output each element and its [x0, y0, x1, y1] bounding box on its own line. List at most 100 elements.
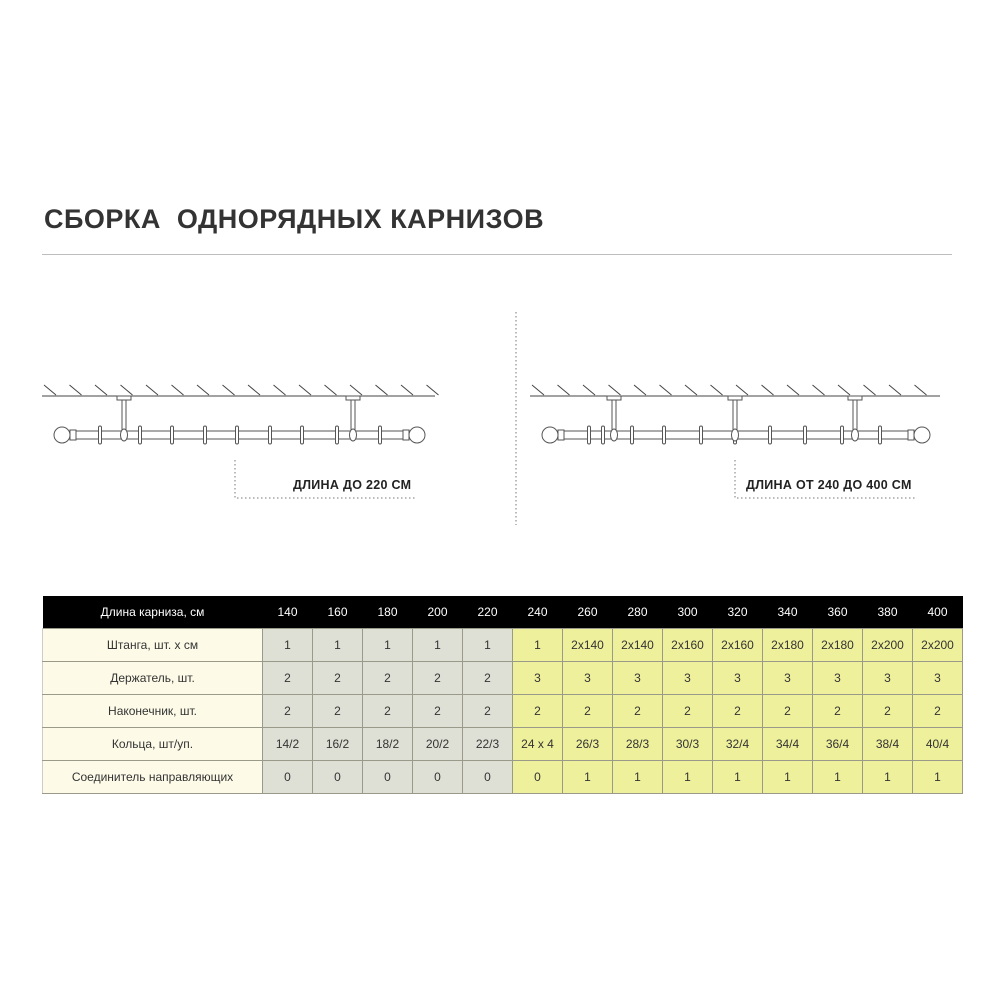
table-cell: 2 [262, 661, 313, 695]
left-ceiling-hatch [69, 384, 82, 396]
table-cell: 3 [662, 661, 713, 695]
table-cell: 2 [262, 694, 313, 728]
left-ring [378, 425, 382, 445]
header-length: 340 [762, 596, 813, 629]
cornice-diagrams [42, 312, 940, 525]
right-holder-stem [611, 399, 617, 432]
left-holder-base [345, 395, 361, 401]
table-cell: 36/4 [812, 727, 863, 761]
table-cell: 16/2 [312, 727, 363, 761]
table-cell: 3 [512, 661, 563, 695]
left-holder-clamp [120, 428, 128, 442]
left-finial-cap [69, 429, 77, 441]
right-dimension-bracket [734, 460, 915, 499]
table-cell: 2x140 [612, 628, 663, 662]
header-length: 160 [312, 596, 363, 629]
table-cell: 1 [312, 628, 363, 662]
left-ring [203, 425, 207, 445]
table-cell: 2 [362, 661, 413, 695]
table-cell: 1 [362, 628, 413, 662]
header-length: 320 [712, 596, 763, 629]
right-finial-right [913, 426, 931, 444]
left-ring [138, 425, 142, 445]
left-ring [98, 425, 102, 445]
table-cell: 1 [862, 760, 913, 794]
left-ceiling-hatch [400, 384, 414, 396]
left-ceiling-hatch [120, 384, 133, 396]
table-cell: 2 [312, 661, 363, 695]
left-ceiling-hatch [273, 384, 286, 396]
table-cell: 40/4 [912, 727, 963, 761]
assembly-table: Длина карниза, см 140 160 180 200 220 240 260 2… [42, 596, 963, 794]
title-divider [42, 254, 952, 255]
right-ceiling-hatch [531, 384, 545, 396]
table-cell: 1 [562, 760, 613, 794]
right-holder-stem [732, 399, 738, 432]
table-cell: 0 [312, 760, 363, 794]
table-cell: 26/3 [562, 727, 613, 761]
right-ceiling-hatch [582, 384, 596, 396]
table-cell: 0 [412, 760, 463, 794]
right-ceiling-hatch [557, 384, 570, 396]
right-ceiling-hatch [684, 384, 698, 396]
table-cell: 2 [912, 694, 963, 728]
right-ring [840, 425, 844, 445]
table-cell: 1 [262, 628, 313, 662]
left-ceiling-hatch [196, 384, 210, 396]
right-ring [587, 425, 591, 445]
table-cell: 2 [812, 694, 863, 728]
table-cell: 24 x 4 [512, 727, 563, 761]
table-cell: 1 [812, 760, 863, 794]
table-cell: 28/3 [612, 727, 663, 761]
table-cell: 2 [412, 694, 463, 728]
table-cell: 2 [362, 694, 413, 728]
table-cell: 1 [762, 760, 813, 794]
page-title: СБОРКА ОДНОРЯДНЫХ КАРНИЗОВ [44, 204, 545, 234]
table-cell: 3 [862, 661, 913, 695]
right-ceiling-hatch [863, 384, 876, 396]
left-ceiling-hatch [349, 384, 363, 396]
left-ceiling-hatch [375, 384, 388, 396]
header-length: 140 [262, 596, 313, 629]
table-cell: 0 [512, 760, 563, 794]
table-cell: 3 [562, 661, 613, 695]
table-cell: 18/2 [362, 727, 413, 761]
table-row: Соединитель направляющих 0 0 0 0 0 0 1 1 1 1 1 1 1 1 [42, 760, 963, 794]
right-holder-base [847, 395, 863, 401]
table-header-row: Длина карниза, см 140 160 180 200 220 240 260 2… [42, 596, 963, 629]
left-dimension-bracket [234, 460, 415, 499]
left-ring [268, 425, 272, 445]
table-cell: 0 [362, 760, 413, 794]
header-length: 200 [412, 596, 463, 629]
table-cell: 2 [412, 661, 463, 695]
right-holder-stem [852, 399, 858, 432]
table-cell: 2x200 [862, 628, 913, 662]
header-length: 180 [362, 596, 413, 629]
table-cell: 38/4 [862, 727, 913, 761]
right-ring [662, 425, 666, 445]
table-cell: 2 [462, 694, 513, 728]
right-ceiling-hatch [914, 384, 927, 396]
table-cell: 32/4 [712, 727, 763, 761]
table-cell: 2 [562, 694, 613, 728]
left-ceiling-hatch [43, 384, 57, 396]
table-cell: 2x180 [812, 628, 863, 662]
row-label: Кольца, шт/уп. [42, 727, 263, 761]
left-holder-clamp [349, 428, 357, 442]
left-ceiling-hatch [145, 384, 159, 396]
header-length: 400 [912, 596, 963, 629]
table-cell: 1 [612, 760, 663, 794]
right-holder-clamp [731, 428, 739, 442]
right-ring [601, 425, 605, 445]
left-ring [235, 425, 239, 445]
header-length: 360 [812, 596, 863, 629]
left-holder-base [116, 395, 132, 401]
table-cell: 1 [462, 628, 513, 662]
table-cell: 2 [512, 694, 563, 728]
left-finial-right [408, 426, 426, 444]
table-cell: 2 [312, 694, 363, 728]
table-row: Штанга, шт. х см 1 1 1 1 1 1 2x140 2x140 2x160 2x1… [42, 628, 963, 662]
right-ring [878, 425, 882, 445]
right-holder-base [606, 395, 622, 401]
table-cell: 0 [462, 760, 513, 794]
